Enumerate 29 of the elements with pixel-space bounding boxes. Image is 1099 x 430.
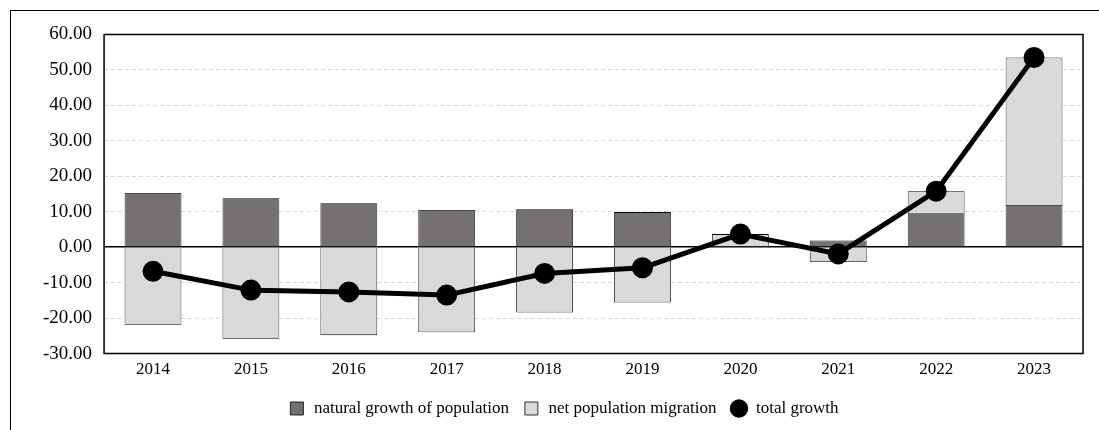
point (827, 243, 849, 265)
x-tick-label: 2023 (1017, 359, 1052, 379)
x-tick-label: 2021 (821, 359, 856, 379)
x-tick-label: 2014 (136, 359, 171, 379)
x-tick-label: 2016 (331, 359, 366, 379)
x-tick-label: 2020 (723, 359, 758, 379)
point (729, 223, 751, 245)
y-tick-label: 0.00 (58, 235, 93, 257)
y-tick-label: 10.00 (49, 199, 93, 221)
point (925, 180, 947, 202)
y-tick-label: 30.00 (49, 128, 93, 150)
y-tick-label: -20.00 (43, 306, 93, 328)
point (240, 279, 262, 301)
point (142, 260, 164, 282)
point (1023, 46, 1045, 68)
y-tick-label: 60.00 (49, 22, 93, 44)
y-tick-label: -10.00 (43, 270, 93, 292)
y-tick-label: 40.00 (49, 93, 93, 115)
legend-label: total growth (755, 397, 840, 417)
legend-label: natural growth of population (313, 397, 510, 417)
y-tick-label: -30.00 (43, 341, 93, 363)
x-tick-label: 2022 (919, 359, 954, 379)
legend-label: net population migration (548, 397, 717, 417)
y-tick-label: 50.00 (49, 57, 93, 79)
x-tick-label: 2019 (625, 359, 660, 379)
x-tick-label: 2015 (233, 359, 268, 379)
y-tick-label: 20.00 (49, 164, 93, 186)
x-tick-label: 2017 (429, 359, 465, 379)
x-tick-label: 2018 (527, 359, 562, 379)
